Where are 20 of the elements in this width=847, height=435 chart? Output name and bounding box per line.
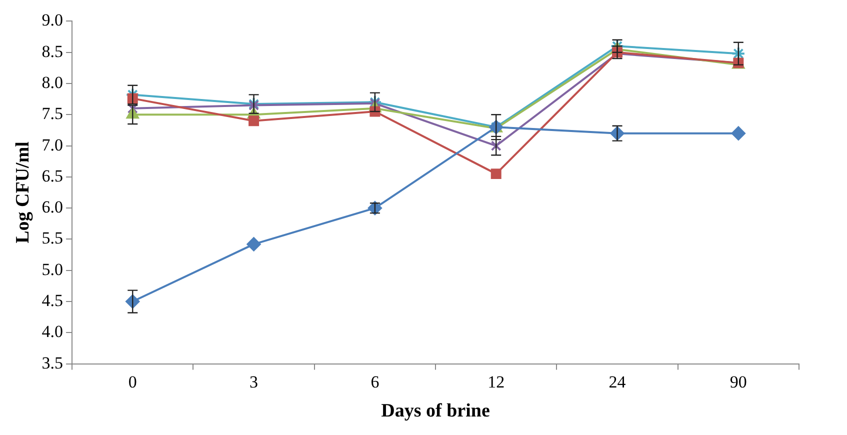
x-tick-label: 3	[250, 372, 258, 392]
y-tick-label: 8.5	[42, 42, 64, 61]
y-tick-label: 7.5	[42, 104, 64, 124]
x-tick-label: 0	[128, 372, 137, 392]
y-tick-label: 4.5	[42, 290, 64, 310]
y-tick-label: 8.0	[42, 72, 64, 92]
y-axis-title: Log CFU/ml	[12, 142, 34, 244]
y-tick-label: 7.0	[42, 135, 64, 154]
x-tick-label: 24	[608, 372, 626, 392]
x-tick-label: 90	[730, 372, 747, 392]
x-tick-label: 6	[370, 372, 380, 392]
y-tick-label: 9.0	[42, 10, 64, 30]
y-tick-label: 3.5	[42, 353, 64, 372]
y-tick-label: 5.0	[42, 260, 64, 279]
y-tick-label: 6.0	[42, 198, 64, 217]
x-tick-label: 12	[488, 372, 505, 392]
y-tick-label: 5.5	[42, 228, 64, 248]
y-tick-label: 6.5	[42, 166, 64, 186]
x-axis-title: Days of brine	[381, 400, 490, 422]
y-tick-label: 4.0	[42, 322, 64, 342]
